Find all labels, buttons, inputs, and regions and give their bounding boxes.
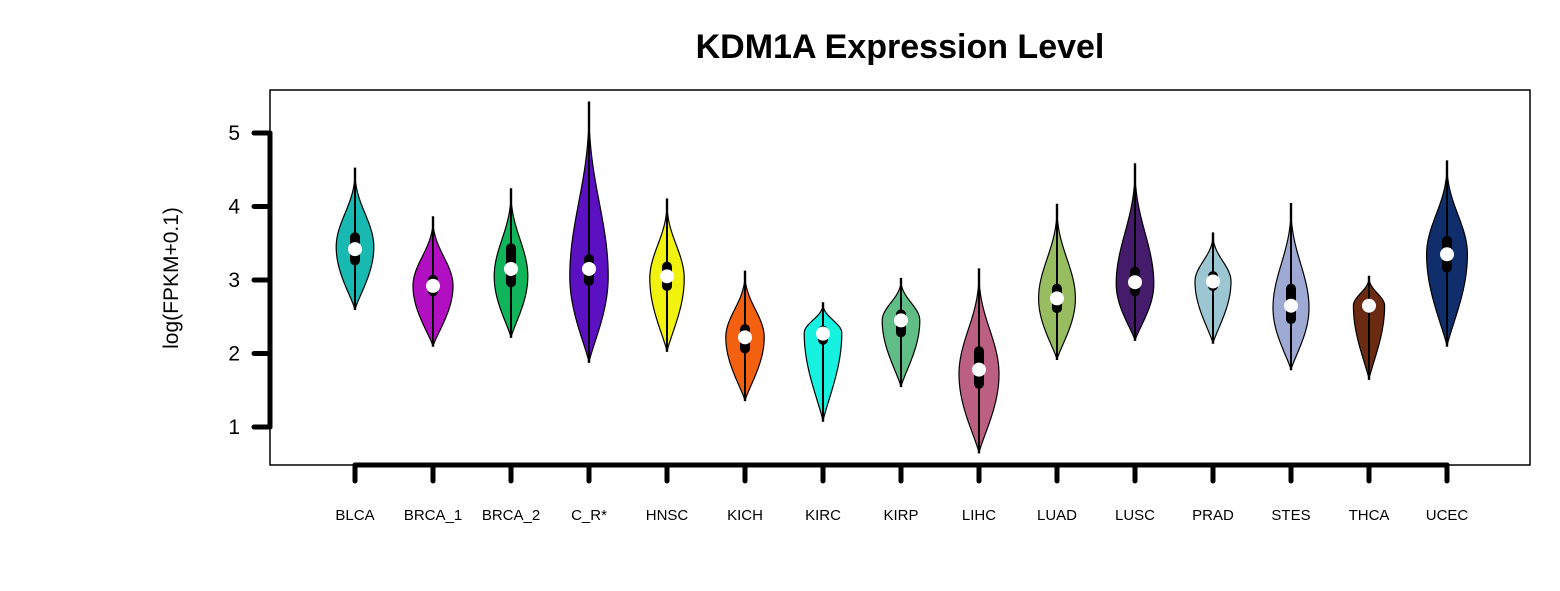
x-axis: BLCA BRCA_1 BRCA_2 C_R* HNSC KICH KIRC KIRP LIHC… <box>335 462 1469 524</box>
x-tick-label: LUAD <box>1037 507 1077 524</box>
violin-group <box>649 198 685 352</box>
chart-title: KDM1A Expression Level <box>696 28 1105 66</box>
x-tick-label: BLCA <box>335 507 374 524</box>
violin-group <box>1425 160 1469 347</box>
x-tick-label: LUSC <box>1115 507 1155 524</box>
x-tick-label: KIRP <box>883 507 918 524</box>
violin-median-dot <box>738 330 752 345</box>
x-tick-label: BRCA_1 <box>404 507 462 524</box>
violin-group <box>1194 232 1232 344</box>
violin-median-dot <box>348 242 362 257</box>
violin-group <box>725 270 765 402</box>
violin-group <box>1272 202 1310 371</box>
violin-median-dot <box>582 261 596 276</box>
violin-median-dot <box>1362 298 1376 313</box>
violin-median-dot <box>816 326 830 341</box>
violin-median-dot <box>972 362 986 377</box>
violin-group <box>1038 203 1076 360</box>
x-tick-label: KIRC <box>805 507 841 524</box>
violin-median-dot <box>1206 274 1220 289</box>
x-tick-label: PRAD <box>1192 507 1234 524</box>
y-tick-label: 1 <box>228 416 240 439</box>
violin-median-dot <box>504 261 518 276</box>
y-axis: 1 2 3 4 5 <box>228 122 273 439</box>
violin-group <box>1352 275 1386 380</box>
violin-median-dot <box>660 269 674 284</box>
x-tick-label: THCA <box>1349 507 1390 524</box>
y-tick-label: 4 <box>228 196 240 219</box>
violin-median-dot <box>1128 275 1142 290</box>
y-tick-label: 3 <box>228 269 240 292</box>
y-axis-label: log(FPKM+0.1) <box>160 207 183 349</box>
x-tick-label: UCEC <box>1426 507 1469 524</box>
violin-group <box>1115 163 1155 341</box>
x-tick-label: LIHC <box>962 507 996 524</box>
x-tick-label: STES <box>1271 507 1310 524</box>
violin-group <box>335 167 375 310</box>
plot-frame <box>269 89 1531 466</box>
x-tick-label: C_R* <box>571 507 607 524</box>
y-tick-label: 2 <box>228 343 240 366</box>
violin-group <box>569 101 609 363</box>
violin-group <box>412 216 454 347</box>
x-tick-label: KICH <box>727 507 763 524</box>
violin-median-dot <box>1050 291 1064 306</box>
violin-group <box>803 302 843 422</box>
violin-median-dot <box>426 278 440 293</box>
violin-group <box>881 277 921 388</box>
y-tick-label: 5 <box>228 122 240 145</box>
violin-group <box>493 188 529 338</box>
violin-group <box>958 268 1000 454</box>
violin-median-dot <box>894 313 908 328</box>
violin-median-dot <box>1284 298 1298 313</box>
violin-median-dot <box>1440 247 1454 262</box>
x-tick-label: BRCA_2 <box>482 507 540 524</box>
violins <box>335 101 1469 454</box>
x-tick-label: HNSC <box>646 507 689 524</box>
